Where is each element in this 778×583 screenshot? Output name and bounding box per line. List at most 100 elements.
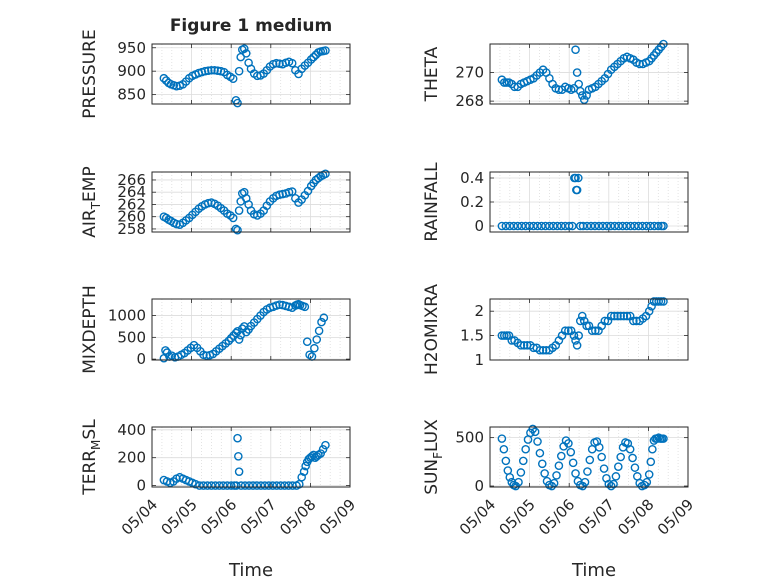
data-point [233, 225, 242, 235]
data-point [231, 328, 241, 338]
axes-frame [151, 171, 351, 233]
data-point [616, 452, 625, 462]
data-point [232, 481, 241, 490]
data-point [577, 91, 587, 100]
data-point [525, 221, 534, 231]
y-tick-label: 0 [136, 350, 146, 368]
data-point [317, 317, 326, 327]
axes-frame [151, 426, 351, 488]
data-point [203, 481, 212, 490]
data-point [533, 221, 542, 231]
data-point [564, 326, 573, 336]
data-point [598, 221, 608, 231]
y-tick-label: 2 [474, 302, 484, 320]
axes-frame [151, 298, 351, 361]
data-point [610, 311, 619, 321]
data-point [579, 95, 589, 105]
y-tick-label: 0.4 [460, 169, 484, 187]
y-tick-label: 262 [117, 195, 146, 213]
data-point [228, 213, 238, 223]
data-point [618, 221, 627, 231]
data-point [199, 481, 208, 490]
data-point [545, 221, 554, 231]
data-point [619, 311, 629, 321]
y-tick-label: 1.5 [460, 327, 484, 345]
subplot-pressure: 850 900 950 PRESSURE [80, 29, 351, 119]
data-point [614, 221, 624, 231]
data-point [646, 221, 655, 231]
y-axis-label: MIXDEPTH [80, 285, 100, 374]
data-point [210, 65, 219, 75]
data-point [207, 65, 216, 75]
data-point [505, 473, 515, 482]
data-point [566, 447, 576, 457]
data-point [579, 316, 589, 326]
data-point [215, 481, 224, 490]
data-point [630, 221, 639, 231]
data-point [568, 221, 577, 231]
data-point [575, 316, 585, 326]
data-point [318, 445, 328, 454]
data-point [564, 439, 573, 448]
data-point [630, 463, 640, 472]
y-tick-label: 900 [117, 62, 146, 80]
data-point [241, 49, 251, 58]
data-point [585, 455, 595, 465]
data-point [659, 297, 668, 306]
data-point [540, 469, 549, 478]
data-point [231, 224, 241, 234]
data-point [611, 472, 621, 481]
data-point [580, 477, 590, 487]
data-point [497, 434, 507, 443]
data-point [625, 444, 635, 454]
data-point [574, 173, 583, 183]
xlabel-left: Time [228, 560, 273, 581]
data-point [234, 335, 244, 344]
data-point [516, 468, 526, 477]
data-point [569, 331, 579, 340]
y-axis-label: H2OMIXRA [422, 284, 442, 375]
data-point [234, 467, 244, 476]
data-point [613, 311, 622, 321]
data-point [312, 335, 322, 344]
data-point [575, 86, 585, 96]
data-point [502, 78, 511, 87]
subplot-theta: 268 270 THETA [422, 39, 689, 110]
data-point [200, 66, 210, 76]
data-point [519, 341, 529, 350]
data-point [594, 443, 604, 452]
y-axis-label: TERRMSL [80, 419, 103, 496]
axes-frame [489, 171, 689, 233]
data-point [305, 350, 314, 360]
data-point [284, 187, 294, 197]
y-tick-label: 1000 [108, 307, 146, 325]
y-tick-label: 260 [117, 208, 146, 226]
data-point [564, 221, 574, 231]
data-point [300, 302, 310, 312]
data-point [203, 66, 213, 76]
subplot-rainfall: 0 0.2 0.4 RAINFALL [422, 162, 689, 242]
data-point [321, 169, 330, 179]
data-point [203, 198, 213, 208]
y-tick-label: 264 [117, 183, 146, 201]
data-point [594, 221, 604, 231]
data-point [517, 221, 526, 231]
data-point [583, 467, 592, 476]
y-tick-label: 268 [455, 92, 484, 110]
data-point [275, 59, 284, 68]
data-point [228, 74, 238, 83]
data-point [276, 481, 286, 490]
data-point [622, 221, 631, 231]
data-point [656, 297, 666, 306]
data-point [280, 481, 289, 490]
y-tick-label: 0 [136, 477, 146, 495]
data-point [648, 444, 657, 454]
data-point [240, 481, 250, 490]
data-point [556, 221, 566, 231]
data-point [587, 326, 597, 336]
xlabel-right: Time [571, 560, 616, 581]
data-point [572, 341, 582, 350]
y-axis-label: AIRTEMP [80, 166, 103, 237]
